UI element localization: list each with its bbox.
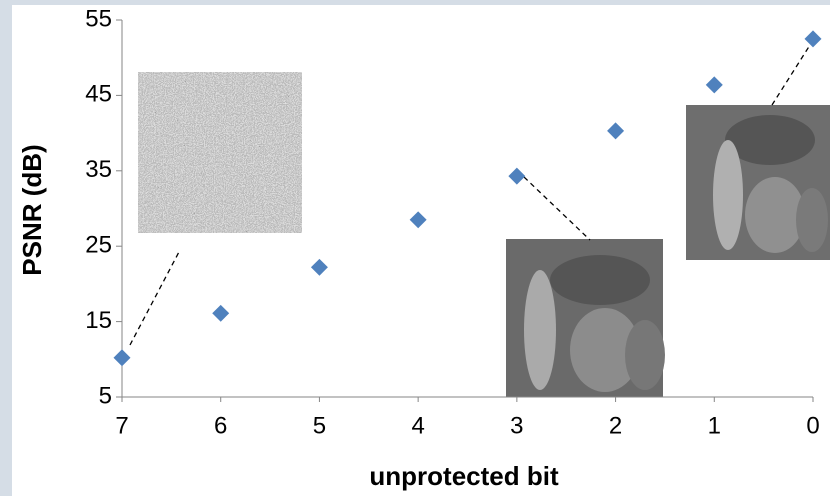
inset-image-noisy — [138, 72, 302, 233]
x-tick-label: 3 — [510, 412, 523, 439]
x-tick-label: 7 — [115, 412, 128, 439]
inset-image-peppers — [506, 239, 665, 397]
y-tick-label: 35 — [85, 156, 112, 183]
x-tick-label: 2 — [609, 412, 622, 439]
page: PSNR (dB) unprotected bit 5 15 25 35 45 55 7 6 5… — [0, 0, 830, 496]
inset-image-peppers-clean — [686, 105, 830, 260]
y-axis-title: PSNR (dB) — [17, 144, 47, 275]
x-tick-label: 5 — [313, 412, 326, 439]
y-tick-label: 5 — [99, 382, 112, 409]
y-tick-label: 55 — [85, 5, 112, 32]
y-tick-label: 45 — [85, 81, 112, 108]
chart: PSNR (dB) unprotected bit 5 15 25 35 45 55 7 6 5… — [0, 0, 830, 496]
y-tick-label: 15 — [85, 307, 112, 334]
x-tick-label: 0 — [806, 412, 819, 439]
x-tick-label: 4 — [411, 412, 424, 439]
x-axis-title: unprotected bit — [369, 461, 559, 491]
y-tick-label: 25 — [85, 232, 112, 259]
x-tick-label: 1 — [708, 412, 721, 439]
x-tick-label: 6 — [214, 412, 227, 439]
